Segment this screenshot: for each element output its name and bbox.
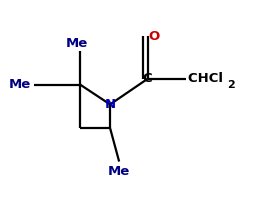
Text: N: N — [105, 98, 116, 111]
Text: 2: 2 — [227, 80, 234, 90]
Text: O: O — [148, 30, 160, 43]
Text: Me: Me — [8, 78, 31, 91]
Text: Me: Me — [108, 165, 130, 178]
Text: C: C — [143, 72, 153, 85]
Text: CHCl: CHCl — [188, 72, 227, 85]
Text: Me: Me — [65, 37, 88, 50]
